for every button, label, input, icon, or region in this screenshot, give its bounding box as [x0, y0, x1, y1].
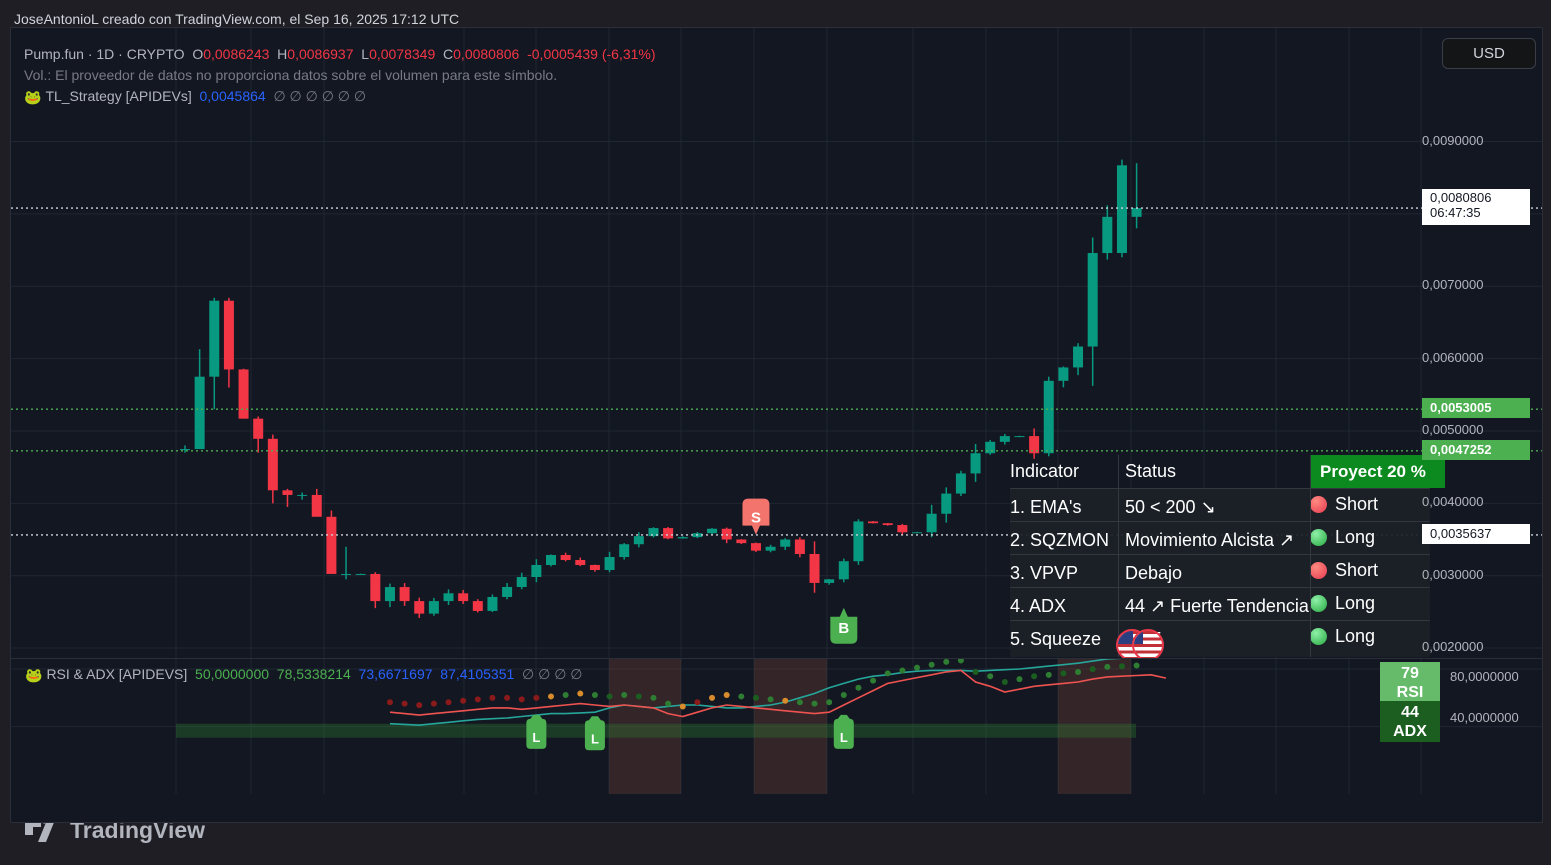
svg-text:S: S: [751, 510, 761, 527]
svg-text:B: B: [838, 620, 849, 637]
svg-text:L: L: [840, 730, 848, 745]
svg-text:L: L: [532, 730, 540, 745]
svg-text:L: L: [591, 731, 599, 746]
